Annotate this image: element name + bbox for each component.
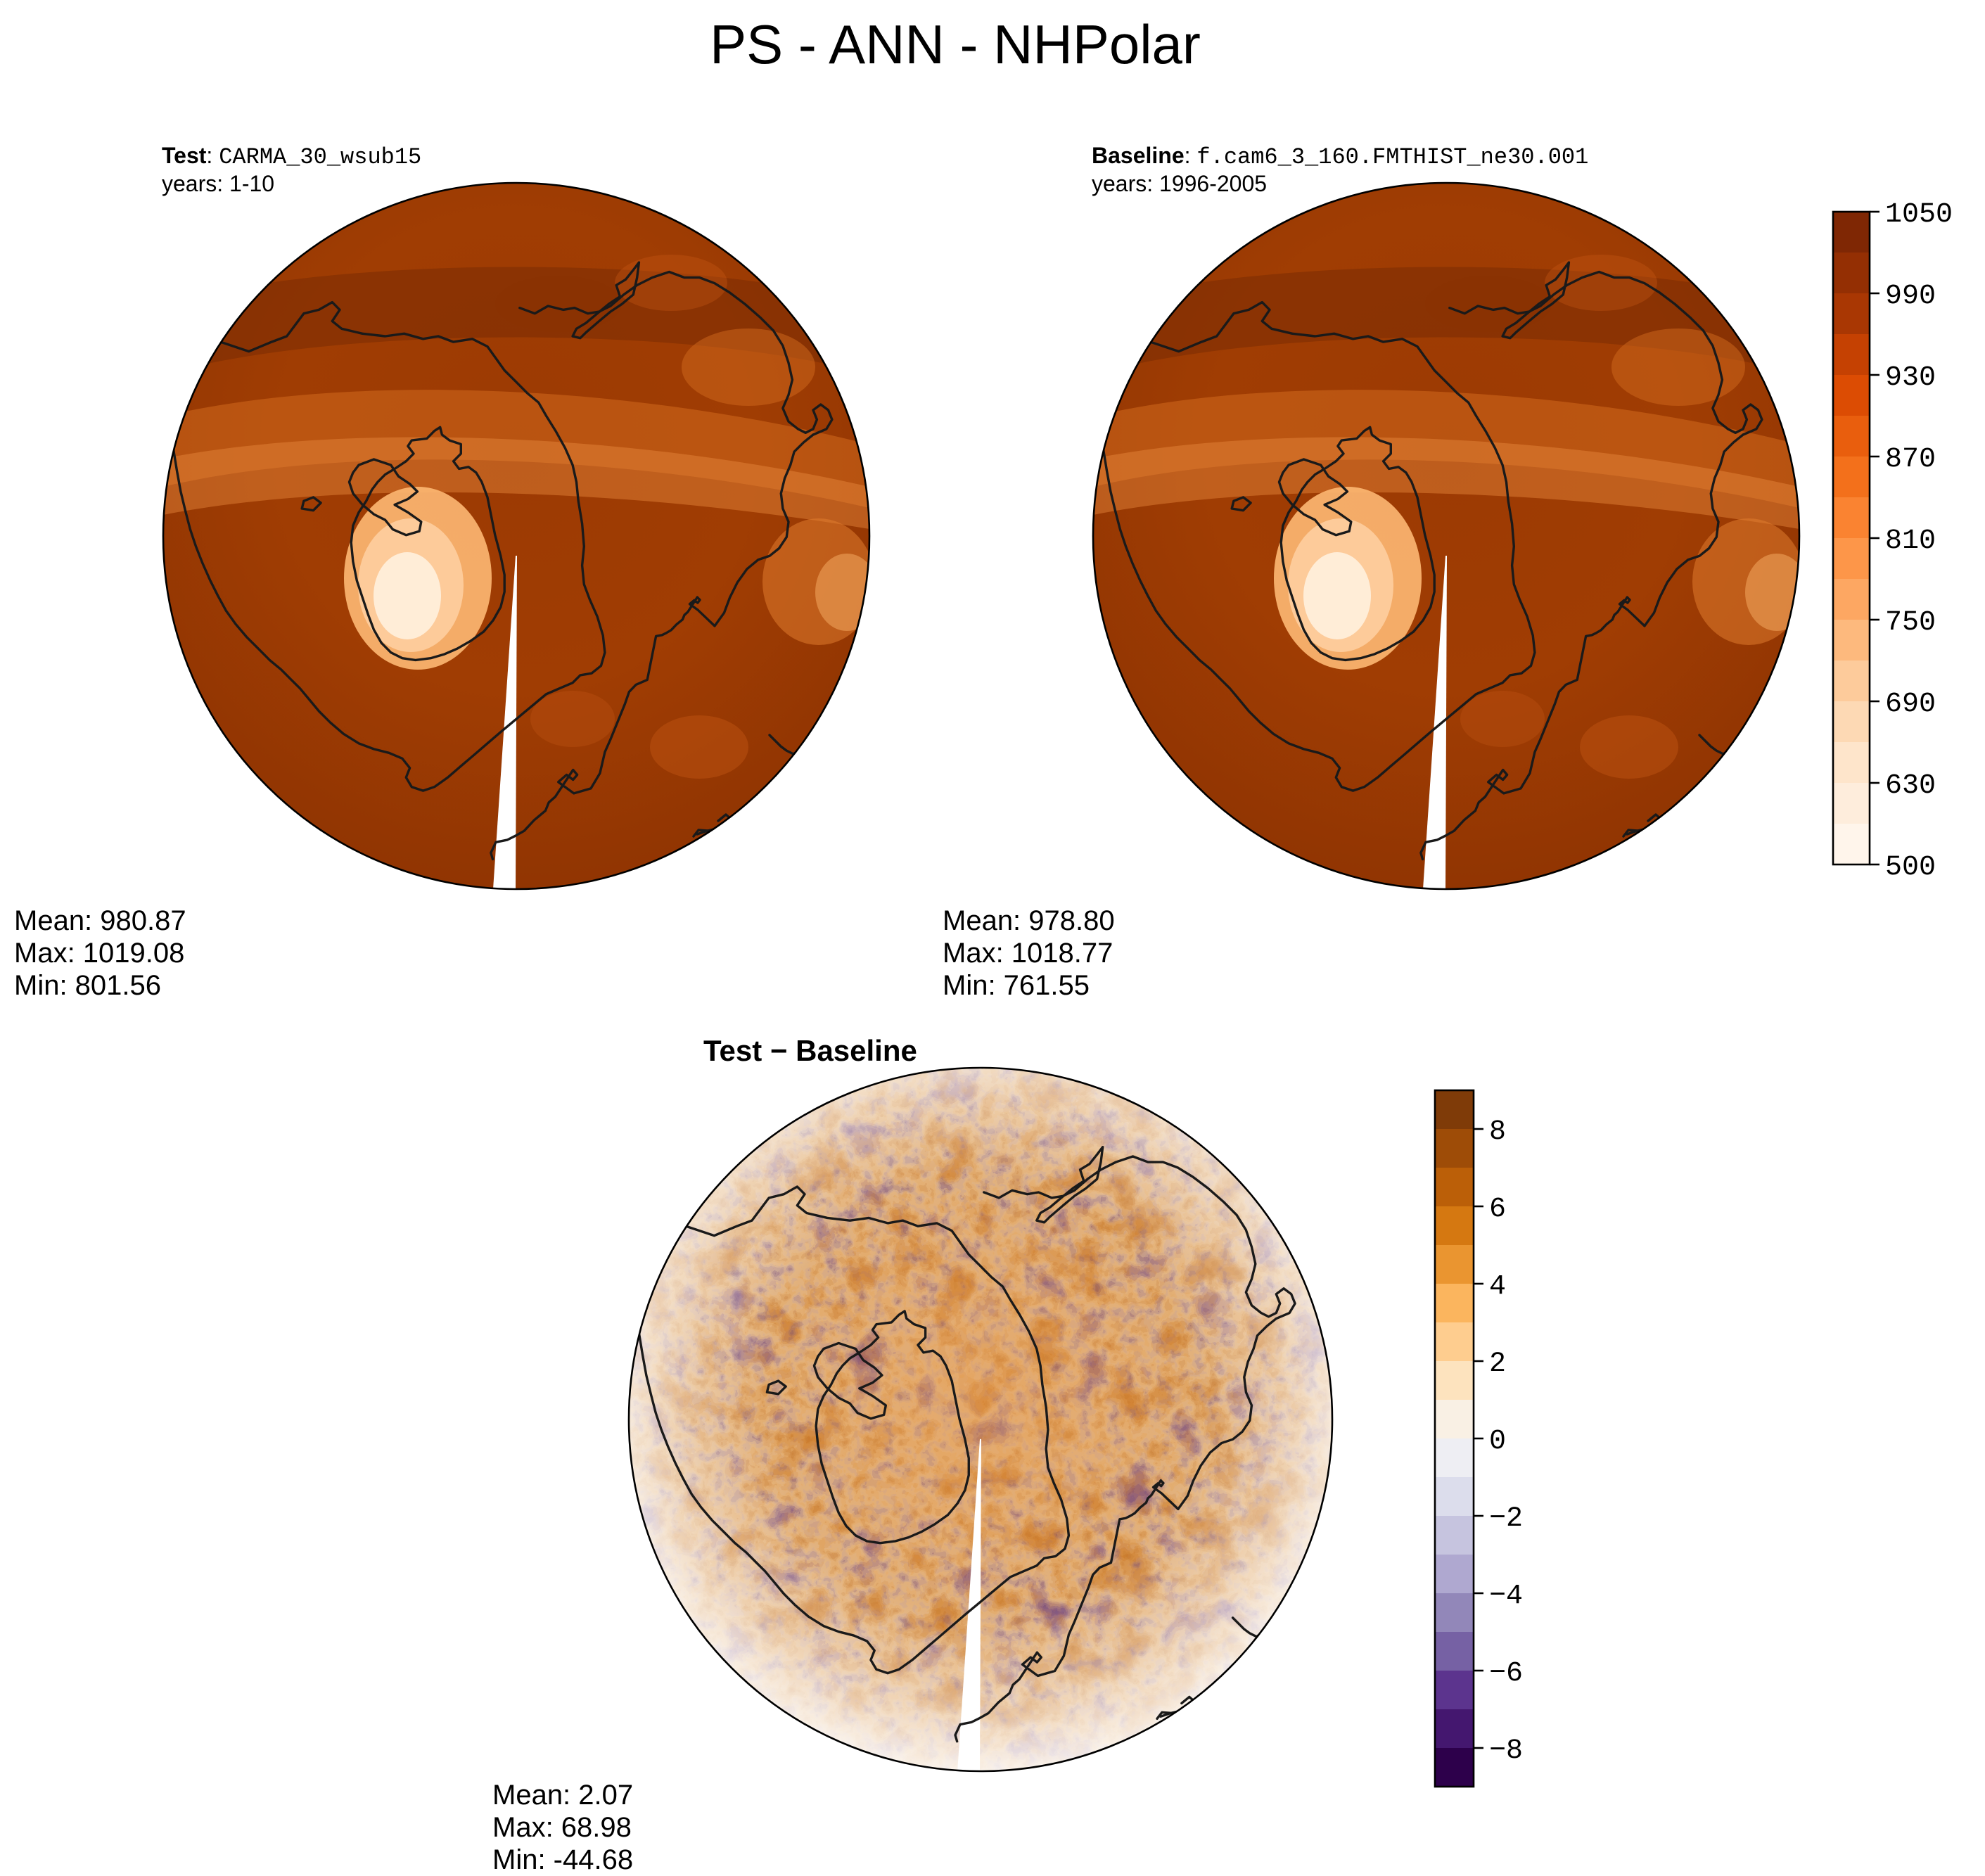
svg-text:years: 1996-2005: years: 1996-2005 <box>1092 171 1267 196</box>
svg-text:810: 810 <box>1885 525 1936 557</box>
svg-text:6: 6 <box>1489 1194 1506 1225</box>
svg-text:−2: −2 <box>1489 1503 1523 1535</box>
svg-text:930: 930 <box>1885 362 1936 394</box>
svg-text:Test: CARMA_30_wsub15: Test: CARMA_30_wsub15 <box>162 143 421 170</box>
svg-text:−4: −4 <box>1489 1581 1523 1612</box>
svg-text:0: 0 <box>1489 1426 1506 1457</box>
svg-text:−8: −8 <box>1489 1735 1523 1767</box>
svg-text:−6: −6 <box>1489 1658 1523 1690</box>
svg-text:990: 990 <box>1885 281 1936 312</box>
svg-text:Mean: 2.07: Mean: 2.07 <box>492 1780 633 1811</box>
svg-text:Mean: 978.80: Mean: 978.80 <box>943 905 1115 936</box>
svg-text:500: 500 <box>1885 852 1936 883</box>
svg-text:690: 690 <box>1885 689 1936 720</box>
svg-text:Mean: 980.87: Mean: 980.87 <box>14 905 186 936</box>
svg-text:Min: -44.68: Min: -44.68 <box>492 1844 633 1875</box>
svg-text:870: 870 <box>1885 444 1936 476</box>
svg-text:750: 750 <box>1885 607 1936 639</box>
svg-text:8: 8 <box>1489 1116 1506 1148</box>
svg-text:years: 1-10: years: 1-10 <box>162 171 274 196</box>
svg-text:Max: 1019.08: Max: 1019.08 <box>14 938 184 969</box>
svg-text:Baseline: f.cam6_3_160.FMTHIST: Baseline: f.cam6_3_160.FMTHIST_ne30.001 <box>1092 143 1588 170</box>
svg-text:Test − Baseline: Test − Baseline <box>703 1034 917 1067</box>
svg-text:Min: 801.56: Min: 801.56 <box>14 970 161 1001</box>
svg-text:1050: 1050 <box>1885 199 1953 231</box>
svg-text:Min: 761.55: Min: 761.55 <box>943 970 1090 1001</box>
svg-text:Max: 1018.77: Max: 1018.77 <box>943 938 1113 969</box>
svg-text:2: 2 <box>1489 1348 1506 1380</box>
svg-text:Max: 68.98: Max: 68.98 <box>492 1812 632 1843</box>
svg-text:PS - ANN - NHPolar: PS - ANN - NHPolar <box>710 13 1201 75</box>
svg-text:4: 4 <box>1489 1271 1506 1303</box>
svg-text:630: 630 <box>1885 770 1936 802</box>
